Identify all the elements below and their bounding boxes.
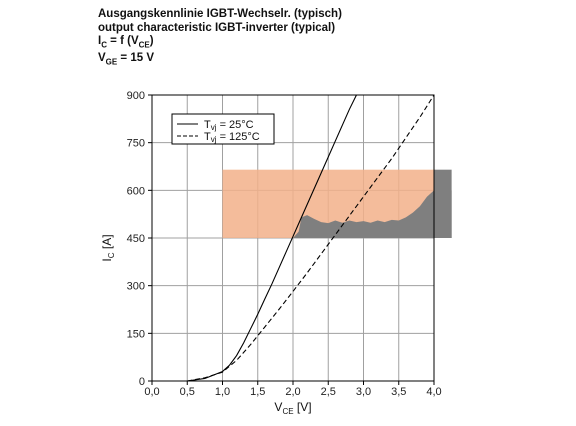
x-tick-label: 3,0 [356, 386, 371, 398]
x-tick-label: 1,5 [250, 386, 265, 398]
y-axis-label: IC [A] [100, 234, 116, 261]
y-tick-label: 600 [127, 185, 145, 197]
chart-title-german: Ausgangskennlinie IGBT-Wechselr. (typisc… [98, 8, 342, 20]
x-tick-label: 2,0 [285, 386, 300, 398]
x-tick-label: 0,0 [144, 386, 159, 398]
y-tick-label: 450 [127, 233, 145, 245]
y-tick-label: 750 [127, 138, 145, 150]
x-axis-label: VCE [V] [274, 400, 311, 416]
y-tick-label: 300 [127, 281, 145, 293]
gray-overlay-region [293, 169, 452, 238]
x-tick-label: 4,0 [426, 386, 441, 398]
series-line-tvj-25c [187, 94, 357, 382]
y-tick-label: 150 [127, 328, 145, 340]
chart-function-line: IC = f (VCE) [98, 35, 154, 50]
gray-overlay-strip [434, 169, 452, 238]
chart-title-english: output characteristic IGBT-inverter (typ… [98, 21, 336, 34]
legend-label-0: Tvj = 25°C [204, 119, 254, 132]
y-tick-label: 900 [127, 90, 145, 102]
y-tick-label: 0 [139, 376, 145, 388]
x-tick-label: 0,5 [180, 386, 195, 398]
x-tick-label: 1,0 [215, 386, 230, 398]
x-tick-label: 3,5 [391, 386, 406, 398]
series-line-tvj-125c [187, 94, 435, 382]
legend-label-1: Tvj = 125°C [204, 131, 260, 144]
x-tick-label: 2,5 [321, 386, 336, 398]
legend-box [171, 113, 275, 145]
chart-header: Ausgangskennlinie IGBT-Wechselr. (typisc… [98, 8, 342, 69]
chart-condition-line: VGE = 15 V [98, 51, 154, 67]
